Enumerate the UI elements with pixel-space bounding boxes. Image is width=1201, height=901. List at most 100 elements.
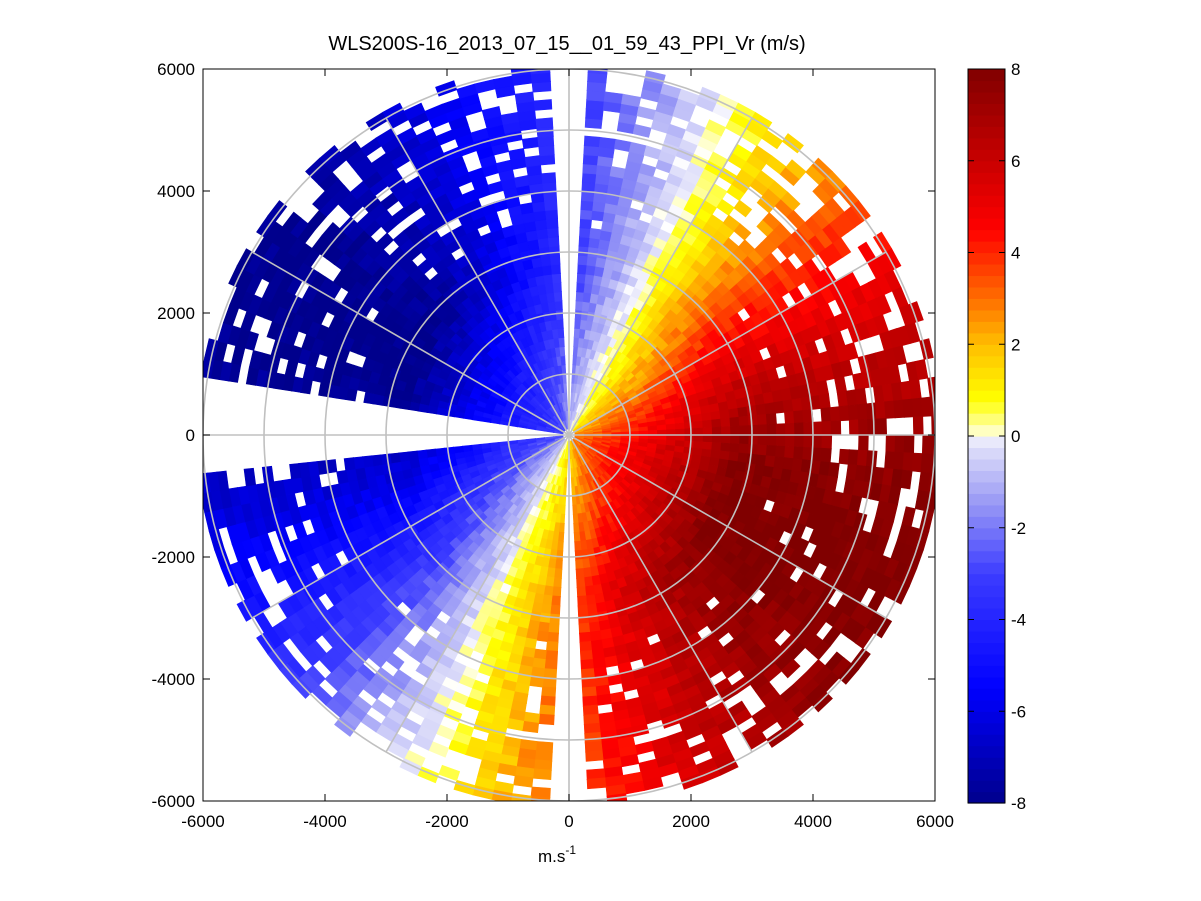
ppi-cell [521, 136, 540, 150]
ppi-cell [549, 254, 561, 266]
ppi-cell [576, 272, 587, 284]
colorbar-tick-label: 6 [1011, 152, 1020, 171]
colorbar-band [968, 229, 1005, 242]
colorbar-band [968, 332, 1005, 345]
ppi-cell [885, 434, 897, 453]
ppi-cell [675, 428, 686, 436]
ppi-cell [551, 272, 562, 284]
ppi-cell [578, 622, 591, 634]
ppi-cell [903, 434, 915, 454]
x-tick-label: 2000 [672, 812, 710, 831]
ppi-cell [535, 117, 554, 129]
ppi-cell [747, 414, 759, 426]
ppi-cell [532, 768, 552, 781]
colorbar-band [968, 401, 1005, 414]
ppi-cell [794, 422, 805, 436]
ppi-cell [603, 91, 624, 104]
ppi-cell [551, 586, 562, 598]
ppi-cell [774, 445, 787, 459]
colorbar-band [968, 309, 1005, 322]
y-tick-label: 0 [186, 426, 195, 445]
colorbar-tick-label: 4 [1011, 244, 1020, 263]
colorbar-band [968, 252, 1005, 265]
ppi-cell [572, 513, 579, 525]
colorbar-band [968, 424, 1005, 437]
colorbar-band [968, 653, 1005, 666]
ppi-cell [867, 418, 878, 436]
ppi-cell [730, 434, 741, 445]
colorbar-band [968, 447, 1005, 460]
chart-title: WLS200S-16_2013_07_15__01_59_43_PPI_Vr (… [328, 33, 805, 55]
colorbar-band [968, 413, 1005, 426]
colorbar-band [968, 137, 1005, 150]
ppi-cell [574, 549, 583, 561]
ppi-cell [711, 434, 723, 444]
colorbar-tick-label: -2 [1011, 519, 1026, 538]
colorbar-band [968, 344, 1005, 357]
y-tick-label: -2000 [152, 548, 195, 567]
ppi-cell [603, 655, 619, 668]
ppi-cell [702, 434, 714, 443]
ppi-cell [756, 413, 768, 426]
ppi-cell [556, 318, 564, 330]
ppi-cell [830, 420, 842, 436]
ppi-cell [585, 750, 604, 762]
x-tick-label: 6000 [916, 812, 954, 831]
colorbar-band [968, 378, 1005, 391]
ppi-cell [524, 155, 541, 168]
y-tick-label: 4000 [157, 182, 195, 201]
ppi-cell [547, 236, 560, 248]
ppi-cell [513, 775, 534, 788]
x-tick-label: 4000 [794, 812, 832, 831]
ppi-cell [775, 423, 787, 436]
colorbar-band [968, 298, 1005, 311]
ppi-cell [553, 291, 563, 302]
ppi-cell [875, 294, 892, 316]
ppi-cell [579, 227, 592, 239]
ppi-cell [931, 415, 935, 436]
ppi-cell [693, 420, 704, 429]
ppi-cell [675, 434, 686, 442]
ppi-cell [748, 434, 759, 446]
ppi-cell [544, 659, 558, 671]
ppi-cell [838, 662, 860, 685]
ppi-cell [580, 659, 594, 671]
ppi-cell [519, 202, 535, 215]
ppi-cell [784, 445, 796, 459]
ppi-cell [674, 422, 686, 430]
ppi-cell [693, 434, 705, 443]
ppi-cell [598, 136, 617, 150]
colorbar-band [968, 722, 1005, 735]
ppi-cell [780, 658, 801, 679]
ppi-cell [821, 420, 833, 436]
y-tick-label: -6000 [152, 792, 195, 811]
colorbar-band [968, 390, 1005, 403]
colorbar-band [968, 688, 1005, 701]
ppi-cell [909, 379, 922, 400]
ppi-cell [756, 444, 768, 457]
y-tick-label: -4000 [152, 670, 195, 689]
ppi-cell [559, 345, 566, 357]
ppi-cell [794, 434, 805, 448]
ppi-cell [729, 416, 741, 427]
colorbar-band [968, 470, 1005, 483]
ppi-cell [780, 191, 801, 212]
ppi-cell [243, 467, 257, 487]
x-axis-label-superscript: -1 [565, 843, 576, 857]
ppi-cell [784, 434, 796, 448]
ppi-cell [579, 640, 593, 653]
ppi-cell [576, 577, 586, 589]
colorbar-tick-label: -8 [1011, 794, 1026, 813]
colorbar-band [968, 114, 1005, 127]
ppi-cell [720, 426, 732, 436]
colorbar-band [968, 69, 1005, 82]
colorbar-band [968, 596, 1005, 609]
ppi-cell [545, 208, 559, 220]
ppi-cell [536, 630, 549, 643]
colorbar-band [968, 630, 1005, 644]
ppi-cell [552, 281, 562, 293]
ppi-cell [766, 423, 778, 436]
ppi-cell [720, 434, 732, 444]
ppi-cell [572, 504, 578, 516]
ppi-cell [574, 540, 582, 552]
